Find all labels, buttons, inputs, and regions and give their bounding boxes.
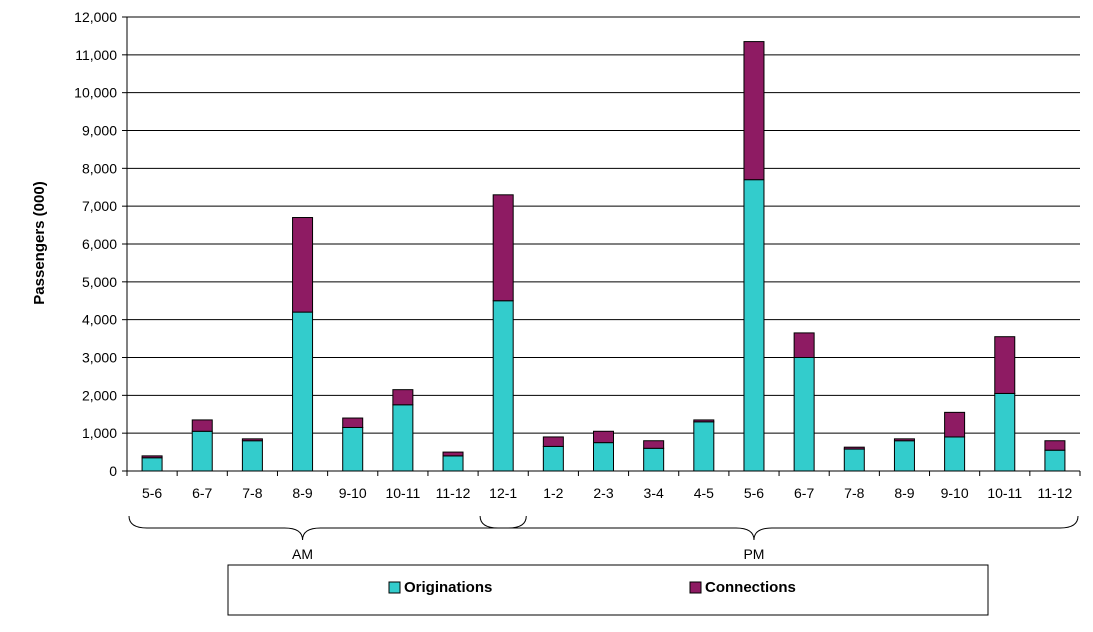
bar-originations-0 — [141, 457, 163, 472]
bar-originations-9 — [593, 442, 614, 472]
bar-originations-16 — [944, 436, 966, 472]
bar-originations-10 — [643, 447, 665, 472]
x-tick-label: 4-5 — [694, 485, 714, 501]
axes — [126, 17, 1081, 476]
y-tick-label: 9,000 — [82, 123, 117, 139]
bar-connections-0 — [141, 455, 163, 459]
bar-connections-6 — [442, 451, 464, 457]
bar-originations-3 — [292, 311, 314, 472]
bar-originations-2 — [241, 440, 263, 472]
y-tick-label: 11,000 — [75, 47, 117, 63]
bar-originations-5 — [392, 404, 414, 472]
x-tick-label: 5-6 — [142, 485, 162, 501]
bar-originations-14 — [843, 448, 865, 472]
y-tick-label: 10,000 — [74, 85, 117, 101]
legend-swatch-connections — [689, 581, 702, 594]
x-tick-label: 9-10 — [339, 485, 367, 501]
legend-label-connections: Connections — [705, 579, 796, 596]
bar-connections-12 — [743, 41, 765, 181]
bar-originations-18 — [1044, 449, 1066, 472]
y-tick-label: 7,000 — [82, 198, 117, 214]
x-tick-label: 11-12 — [1038, 485, 1073, 501]
y-tick-label: 2,000 — [82, 387, 117, 403]
x-tick-label: 6-7 — [794, 485, 814, 501]
bar-originations-6 — [442, 455, 464, 472]
y-tick-label: 4,000 — [82, 312, 117, 328]
bar-connections-10 — [643, 440, 665, 449]
bar-originations-15 — [893, 440, 915, 472]
bar-connections-16 — [944, 411, 966, 438]
bar-connections-15 — [893, 438, 915, 442]
x-axis-tick-labels: 5-6 6-7 7-8 8-9 9-10 10-11 11-12 12-1 1-2 2-3 3-4 4… — [142, 485, 1073, 501]
y-tick-label: 0 — [109, 463, 117, 479]
x-tick-label: 5-6 — [744, 485, 764, 501]
bar-originations-8 — [542, 445, 564, 472]
bar-connections-3 — [292, 217, 314, 313]
group-label-am: AM — [292, 546, 313, 562]
bar-originations-1 — [191, 430, 213, 472]
x-tick-label: 7-8 — [844, 485, 864, 501]
bar-connections-11 — [693, 419, 715, 423]
y-axis-tick-labels: 0 1,000 2,000 3,000 4,000 5,000 6,000 7,000 8,00… — [74, 9, 117, 479]
bar-originations-12 — [743, 179, 765, 472]
bar-connections-4 — [342, 417, 364, 428]
bar-connections-9 — [593, 430, 614, 444]
bar-originations-11 — [693, 421, 715, 472]
bar-connections-18 — [1044, 440, 1066, 451]
x-tick-label: 6-7 — [192, 485, 212, 501]
bar-connections-5 — [392, 389, 414, 406]
group-label-pm: PM — [743, 546, 764, 562]
x-tick-label: 10-11 — [385, 485, 420, 501]
bar-connections-14 — [843, 446, 865, 450]
x-tick-label: 2-3 — [593, 485, 613, 501]
y-tick-label: 3,000 — [82, 350, 117, 366]
legend-label-originations: Originations — [404, 579, 492, 596]
bar-connections-8 — [542, 436, 564, 447]
x-tick-label: 10-11 — [987, 485, 1022, 501]
x-tick-label: 11-12 — [436, 485, 471, 501]
x-tick-label: 8-9 — [292, 485, 312, 501]
x-tick-label: 8-9 — [894, 485, 914, 501]
bar-connections-13 — [793, 332, 815, 358]
bar-originations-13 — [793, 357, 815, 472]
x-tick-label: 12-1 — [489, 485, 517, 501]
bar-connections-2 — [241, 438, 263, 442]
x-tick-label: 3-4 — [644, 485, 664, 501]
bar-connections-7 — [492, 194, 514, 302]
group-brace-am — [128, 515, 527, 541]
y-tick-label: 12,000 — [74, 9, 117, 25]
legend-swatch-originations — [388, 581, 401, 594]
y-axis-title: Passengers (000) — [31, 181, 48, 304]
bar-originations-7 — [492, 300, 514, 472]
y-tick-label: 6,000 — [82, 236, 117, 252]
time-period-groups: AM PM — [128, 515, 1079, 562]
x-tick-label: 7-8 — [242, 485, 262, 501]
bar-originations-17 — [994, 392, 1016, 472]
bar-connections-1 — [191, 419, 213, 432]
x-tick-label: 9-10 — [941, 485, 969, 501]
bars — [141, 41, 1066, 472]
gridlines — [122, 16, 1080, 472]
bar-originations-4 — [342, 426, 364, 472]
y-tick-label: 8,000 — [82, 160, 117, 176]
legend-frame — [227, 564, 989, 616]
y-tick-label: 5,000 — [82, 274, 117, 290]
x-tick-label: 1-2 — [543, 485, 563, 501]
bar-connections-17 — [994, 336, 1016, 394]
legend: Originations Connections — [227, 564, 989, 616]
group-brace-pm — [479, 515, 1079, 541]
y-tick-label: 1,000 — [82, 425, 117, 441]
